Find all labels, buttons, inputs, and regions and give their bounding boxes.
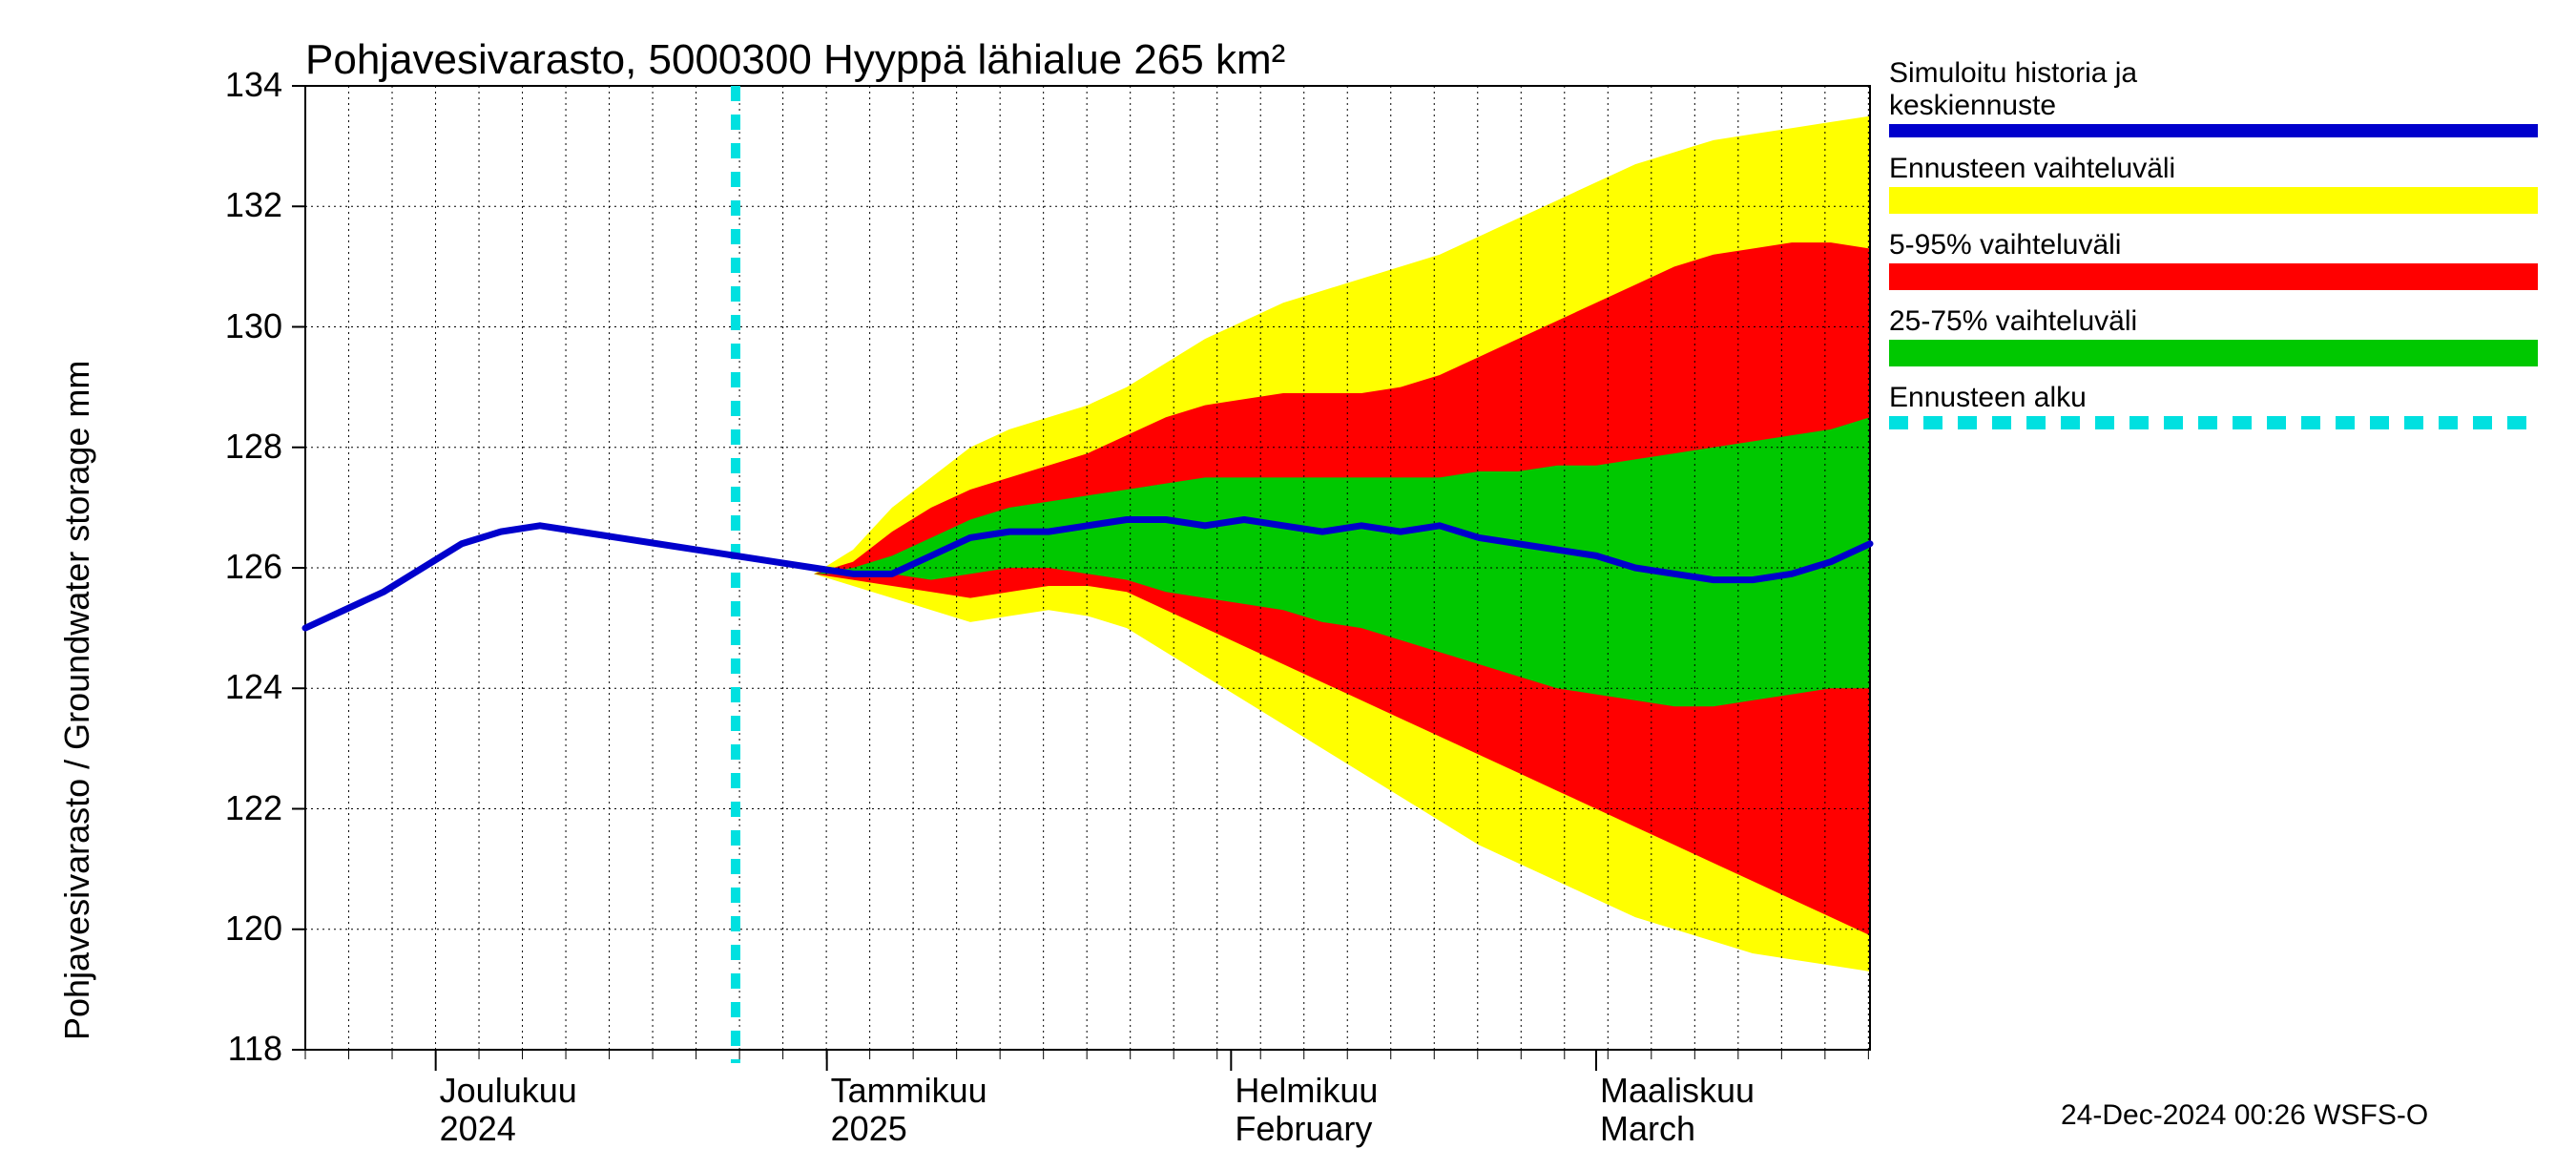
x-month-label: Maaliskuu [1600,1071,1755,1111]
legend-swatch [1889,340,2538,366]
y-tick-label: 118 [168,1029,282,1069]
legend-label: Ennusteen alku [1889,382,2087,415]
x-month-sublabel: 2024 [440,1109,516,1149]
chart-footer: 24-Dec-2024 00:26 WSFS-O [2061,1099,2428,1132]
x-month-label: Tammikuu [831,1071,987,1111]
x-month-sublabel: February [1235,1109,1372,1149]
chart-container: Pohjavesivarasto / Groundwater storage m… [0,0,2576,1145]
legend-label: 25-75% vaihteluväli [1889,305,2137,339]
legend-label: keskiennuste [1889,90,2056,123]
y-tick-label: 122 [168,788,282,828]
y-tick-label: 130 [168,306,282,346]
chart-svg [0,0,2576,1145]
legend-swatch [1889,263,2538,290]
y-tick-label: 120 [168,909,282,949]
legend-label: 5-95% vaihteluväli [1889,229,2121,262]
y-axis-label: Pohjavesivarasto / Groundwater storage m… [57,361,97,1040]
legend-swatch [1889,187,2538,214]
legend-swatch [1889,416,2538,429]
x-month-sublabel: 2025 [831,1109,907,1149]
legend-swatch [1889,124,2538,137]
legend-label: Ennusteen vaihteluväli [1889,153,2175,186]
y-tick-label: 124 [168,667,282,707]
y-tick-label: 126 [168,547,282,587]
chart-title: Pohjavesivarasto, 5000300 Hyyppä lähialu… [305,36,1285,84]
x-month-label: Helmikuu [1235,1071,1378,1111]
legend-label: Simuloitu historia ja [1889,57,2137,91]
x-month-label: Joulukuu [440,1071,577,1111]
x-month-sublabel: March [1600,1109,1695,1149]
y-tick-label: 132 [168,185,282,225]
y-tick-label: 134 [168,65,282,105]
y-tick-label: 128 [168,427,282,467]
